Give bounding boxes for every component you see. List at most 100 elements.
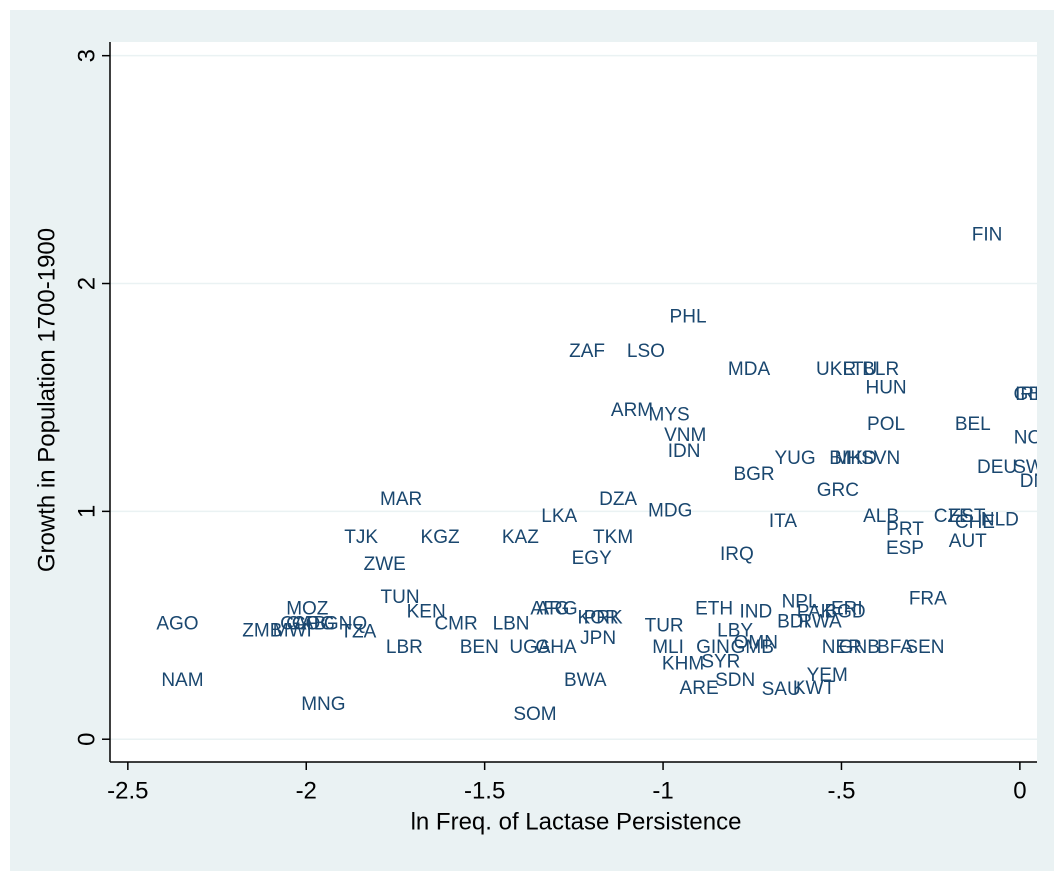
x-tick-label: -1 [652,777,673,804]
point-label: PRT [886,519,924,540]
point-label: LKA [541,506,577,527]
x-tick-label: -1.5 [464,777,505,804]
point-label: ETH [695,598,733,619]
plot-area [110,42,1037,762]
point-label: DNK [1020,471,1054,492]
point-label: LBN [493,614,530,635]
point-label: YEM [807,665,848,686]
point-label: OMN [734,633,778,654]
point-label: SDN [715,670,755,691]
point-label: ARM [611,400,653,421]
point-label: CMR [434,614,477,635]
point-label: KWT [793,678,836,699]
point-label: PRK [584,607,623,628]
point-label: TUR [645,616,684,637]
point-label: IRQ [720,544,754,565]
point-label: LBY [717,621,753,642]
point-label: YUG [774,448,815,469]
point-label: DZA [599,489,637,510]
point-label: NOR [1014,427,1054,448]
point-label: SOM [513,704,556,725]
point-label: ZAF [569,341,605,362]
point-label: DEU [977,457,1017,478]
point-label: LSO [627,341,665,362]
point-label: GIN [696,637,730,658]
point-label: BLR [862,359,899,380]
x-tick-label: -2.5 [107,777,148,804]
point-label: ITA [769,511,797,532]
point-label: UGA [509,637,551,658]
point-label: ARE [680,678,719,699]
point-label: GHA [535,637,577,658]
x-tick-label: 0 [1013,777,1026,804]
point-label: TUN [381,587,420,608]
point-label: ARG [536,598,577,619]
point-label: IRL [1015,384,1045,405]
point-label: AFG [530,598,569,619]
point-label: MWI [273,621,312,642]
point-label: FRA [909,588,947,609]
point-label: KOR [578,607,619,628]
point-label: SAU [762,679,801,700]
point-label: ESP [886,538,924,559]
point-label: EST [949,506,986,527]
point-label: GNB [839,637,880,658]
point-label: LBR [386,637,423,658]
point-label: NLD [981,509,1019,530]
x-tick-label: -.5 [827,777,855,804]
point-label: MDA [728,359,771,380]
point-label: MLI [652,637,684,658]
point-label: NER [822,637,862,658]
point-label: VNM [664,425,706,446]
y-tick-label: 0 [73,733,100,746]
point-label: MNG [301,694,345,715]
point-label: HUN [865,377,906,398]
point-label: SEN [905,637,944,658]
point-label: GAB [286,614,326,635]
x-axis-title: ln Freq. of Lactase Persistence [411,808,742,835]
point-label: KHM [662,654,704,675]
point-label: BEL [955,414,991,435]
point-label: LTU [843,359,877,380]
point-label: MOZ [286,598,329,619]
point-label: CZE [934,506,972,527]
point-label: BGD [824,602,865,623]
point-label: GNQ [324,614,367,635]
point-label: NAM [161,670,203,691]
point-label: MKD [835,448,877,469]
x-tick-label: -2 [296,777,317,804]
point-label: KAZ [502,527,539,548]
y-tick-label: 2 [73,277,100,290]
point-label: ALB [863,506,899,527]
point-label: BEN [460,637,499,658]
point-label: AGO [156,614,198,635]
point-label: EGY [572,548,612,569]
point-label: MAR [380,489,422,510]
point-label: BDI [777,612,809,633]
point-label: CHE [955,512,995,533]
point-label: COG [292,614,335,635]
point-label: ERI [831,598,863,619]
point-label: IDN [668,441,701,462]
point-label: PHL [670,307,707,328]
point-label: GRC [817,480,859,501]
point-label: SVN [861,448,900,469]
point-label: MDG [648,500,692,521]
point-label: BIH [829,448,861,469]
point-label: GMB [731,637,774,658]
point-label: BGR [733,464,774,485]
point-label: IND [739,602,772,623]
point-label: AUT [949,531,987,552]
point-label: KGZ [421,527,460,548]
point-label: FIN [972,225,1003,246]
point-label: SWE [1013,457,1054,478]
point-label: NPL [782,592,819,613]
point-label: GBR [1014,384,1054,405]
point-label: MYS [649,405,690,426]
point-label: POL [867,414,905,435]
point-label: CAF [280,614,318,635]
point-label: PAK [797,602,834,623]
point-label: TKM [593,527,633,548]
point-label: TZA [340,622,376,643]
